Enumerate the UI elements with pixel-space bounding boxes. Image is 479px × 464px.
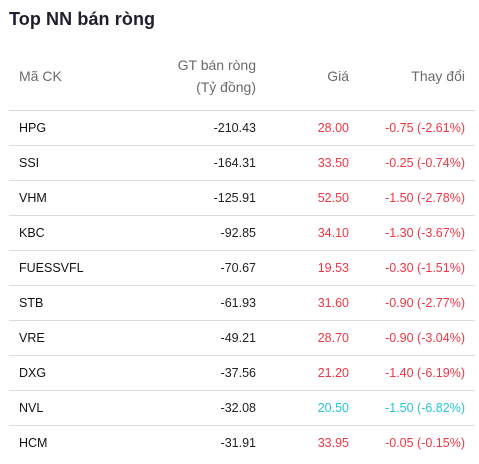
table-row[interactable]: VHM -125.91 52.50 -1.50 (-2.78%): [9, 181, 475, 216]
price: 33.50: [317, 156, 349, 170]
table-row[interactable]: HPG -210.43 28.00 -0.75 (-2.61%): [9, 111, 475, 146]
stock-code[interactable]: SSI: [19, 156, 40, 170]
price-change: -1.50 (-2.78%): [385, 191, 465, 205]
stock-code[interactable]: NVL: [19, 401, 44, 415]
table-header: Mã CK GT bán ròng (Tỷ đồng) Giá Thay đổi: [9, 54, 475, 111]
net-sell-value: -125.91: [213, 191, 256, 205]
table-row[interactable]: HCM -31.91 33.95 -0.05 (-0.15%): [9, 426, 475, 460]
column-header-price: Giá: [327, 68, 349, 84]
net-sell-value: -92.85: [220, 226, 256, 240]
net-sell-value: -210.43: [213, 121, 256, 135]
table-row[interactable]: KBC -92.85 34.10 -1.30 (-3.67%): [9, 216, 475, 251]
price: 19.53: [317, 261, 349, 275]
price: 31.60: [317, 296, 349, 310]
stock-code[interactable]: KBC: [19, 226, 45, 240]
price-change: -0.90 (-3.04%): [385, 331, 465, 345]
net-sell-value: -49.21: [220, 331, 256, 345]
widget-title: Top NN bán ròng: [9, 9, 156, 29]
net-sell-value: -70.67: [220, 261, 256, 275]
stock-code[interactable]: STB: [19, 296, 44, 310]
price-change: -0.25 (-0.74%): [385, 156, 465, 170]
stock-code[interactable]: VRE: [19, 331, 45, 345]
table-row[interactable]: STB -61.93 31.60 -0.90 (-2.77%): [9, 286, 475, 321]
column-header-code: Mã CK: [19, 68, 62, 84]
price: 28.00: [317, 121, 349, 135]
net-sell-value: -37.56: [220, 366, 256, 380]
column-header-change: Thay đổi: [411, 68, 465, 84]
price: 28.70: [317, 331, 349, 345]
net-sell-value: -164.31: [213, 156, 256, 170]
price: 20.50: [317, 401, 349, 415]
stock-code[interactable]: FUESSVFL: [19, 261, 84, 275]
stock-code[interactable]: VHM: [19, 191, 47, 205]
price-change: -0.75 (-2.61%): [385, 121, 465, 135]
price-change: -0.30 (-1.51%): [385, 261, 465, 275]
price: 33.95: [317, 436, 349, 450]
net-sell-value: -31.91: [220, 436, 256, 450]
table-row[interactable]: FUESSVFL -70.67 19.53 -0.30 (-1.51%): [9, 251, 475, 286]
price-change: -1.30 (-3.67%): [385, 226, 465, 240]
stock-code[interactable]: DXG: [19, 366, 47, 380]
stock-code[interactable]: HCM: [19, 436, 48, 450]
price-change: -0.90 (-2.77%): [385, 296, 465, 310]
column-header-net-sell-value-line1: GT bán ròng: [177, 57, 256, 73]
net-sell-value: -61.93: [220, 296, 256, 310]
stock-code[interactable]: HPG: [19, 121, 47, 135]
price: 52.50: [317, 191, 349, 205]
table-row[interactable]: SSI -164.31 33.50 -0.25 (-0.74%): [9, 146, 475, 181]
price: 34.10: [317, 226, 349, 240]
price-change: -1.40 (-6.19%): [385, 366, 465, 380]
price-change: -1.50 (-6.82%): [385, 401, 465, 415]
price-change: -0.05 (-0.15%): [385, 436, 465, 450]
table-row[interactable]: DXG -37.56 21.20 -1.40 (-6.19%): [9, 356, 475, 391]
column-header-net-sell-value-unit: (Tỷ đồng): [196, 79, 256, 95]
net-sell-table: Mã CK GT bán ròng (Tỷ đồng) Giá Thay đổi…: [9, 54, 475, 460]
table-body: HPG -210.43 28.00 -0.75 (-2.61%) SSI -164.31 3…: [9, 111, 475, 460]
table-row[interactable]: NVL -32.08 20.50 -1.50 (-6.82%): [9, 391, 475, 426]
column-header-net-sell-value: GT bán ròng (Tỷ đồng): [116, 54, 256, 98]
price: 21.20: [317, 366, 349, 380]
table-row[interactable]: VRE -49.21 28.70 -0.90 (-3.04%): [9, 321, 475, 356]
net-sell-value: -32.08: [220, 401, 256, 415]
